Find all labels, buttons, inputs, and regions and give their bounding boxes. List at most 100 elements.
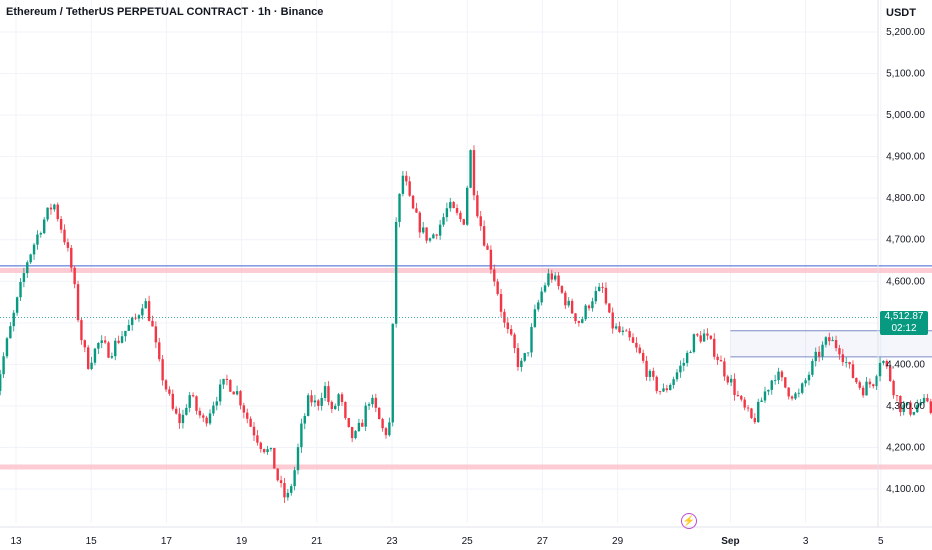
candle-body: [753, 418, 757, 423]
candle-body: [574, 313, 577, 322]
candle-body: [205, 417, 208, 424]
candle-body: [49, 207, 53, 210]
candle-body: [784, 377, 787, 388]
lightning-bolt-icon[interactable]: ⚡: [681, 513, 697, 529]
candle-body: [469, 150, 472, 188]
candle-body: [188, 395, 191, 408]
candle-body: [212, 405, 215, 414]
candle-body: [340, 394, 344, 402]
candle-body: [476, 195, 479, 217]
candle-body: [513, 334, 516, 349]
candle-body: [604, 287, 608, 304]
candle-body: [225, 378, 229, 380]
candle-body: [733, 378, 736, 395]
price-tick-label: 4,400.00: [886, 359, 925, 370]
candle-body: [117, 340, 120, 343]
symbol-title[interactable]: Ethereum / TetherUS PERPETUAL CONTRACT ·…: [6, 6, 324, 18]
candle-body: [709, 335, 713, 339]
candle-body: [100, 340, 103, 343]
candle-body: [432, 234, 435, 239]
candle-body: [899, 395, 902, 413]
candle-body: [235, 391, 239, 395]
price-tick-label: 4,900.00: [886, 152, 925, 163]
candle-body: [276, 468, 279, 481]
candle-body: [652, 370, 655, 377]
candle-body: [442, 217, 445, 225]
candle-body: [499, 294, 503, 312]
price-tick-label: 4,300.00: [886, 401, 925, 412]
candle-body: [405, 175, 408, 182]
candle-body: [137, 315, 141, 319]
candle-body: [185, 407, 188, 415]
candle-body: [19, 281, 22, 298]
candle-body: [46, 207, 49, 220]
candle-body: [283, 483, 286, 498]
candle-body: [845, 362, 848, 363]
candle-body: [229, 379, 232, 392]
candle-body: [388, 422, 391, 436]
candle-body: [878, 362, 882, 377]
candle-body: [625, 330, 628, 332]
candle-body: [611, 312, 614, 329]
price-tick-label: 4,800.00: [886, 193, 925, 204]
candle-body: [811, 361, 814, 375]
candle-body: [411, 195, 415, 209]
candle-body: [462, 219, 466, 225]
candle-body: [655, 376, 658, 392]
candle-body: [76, 284, 80, 321]
candle-body: [144, 301, 147, 309]
candle-body: [553, 275, 557, 280]
candle-body: [641, 352, 645, 361]
time-tick-label: 27: [537, 536, 549, 547]
candle-body: [702, 333, 706, 342]
candle-body: [770, 380, 773, 390]
candle-body: [178, 413, 181, 424]
candle-body: [855, 377, 858, 383]
candle-body: [306, 395, 310, 416]
candle-body: [570, 300, 574, 314]
candle-body: [526, 352, 530, 354]
candle-body: [36, 234, 39, 245]
candle-body: [790, 396, 794, 399]
candle-body: [222, 378, 225, 385]
candle-body: [587, 305, 591, 309]
candle-body: [773, 380, 777, 381]
time-tick-label: 15: [86, 536, 98, 547]
candle-body: [398, 193, 401, 222]
candle-body: [821, 344, 824, 357]
candle-body: [384, 428, 388, 436]
candle-body: [540, 291, 543, 303]
candle-body: [15, 297, 19, 313]
candle-body: [320, 397, 323, 406]
candle-body: [2, 356, 5, 375]
candle-body: [577, 321, 581, 323]
candle-body: [496, 281, 499, 295]
time-tick-label: 25: [462, 536, 474, 547]
candle-body: [560, 286, 564, 293]
candle-body: [151, 320, 154, 327]
candle-body: [601, 286, 604, 288]
candle-body: [905, 402, 909, 405]
candle-body: [635, 342, 638, 348]
candle-body: [743, 399, 746, 408]
candle-body: [828, 337, 831, 342]
candle-body: [885, 361, 889, 367]
price-tick-label: 5,000.00: [886, 110, 925, 121]
candle-body: [716, 356, 719, 361]
support-resistance-zone: [0, 464, 932, 470]
candle-body: [489, 249, 493, 270]
candle-body: [32, 244, 36, 255]
candle-body: [418, 212, 422, 233]
candle-body: [814, 351, 817, 362]
candle-body: [347, 418, 350, 427]
candle-body: [208, 413, 212, 424]
time-tick-label: 23: [386, 536, 398, 547]
candle-body: [452, 202, 455, 209]
candle-body: [699, 335, 702, 342]
candle-body: [777, 371, 780, 381]
time-tick-label: 17: [161, 536, 173, 547]
candle-body: [509, 329, 513, 335]
candle-body: [608, 303, 611, 313]
candle-body: [804, 380, 807, 384]
